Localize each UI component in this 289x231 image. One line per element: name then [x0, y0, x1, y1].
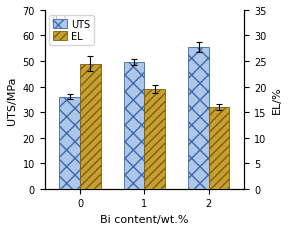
Legend: UTS, EL: UTS, EL — [49, 16, 94, 45]
Text: (b): (b) — [51, 16, 68, 29]
Bar — [188, 48, 209, 189]
Bar — [124, 63, 144, 189]
X-axis label: Bi content/wt.%: Bi content/wt.% — [100, 214, 189, 224]
Y-axis label: UTS/MPa: UTS/MPa — [7, 76, 17, 124]
Bar — [60, 97, 80, 189]
Bar — [209, 108, 229, 189]
Bar — [80, 64, 101, 189]
Y-axis label: EL/%: EL/% — [272, 86, 282, 114]
Bar — [144, 90, 165, 189]
